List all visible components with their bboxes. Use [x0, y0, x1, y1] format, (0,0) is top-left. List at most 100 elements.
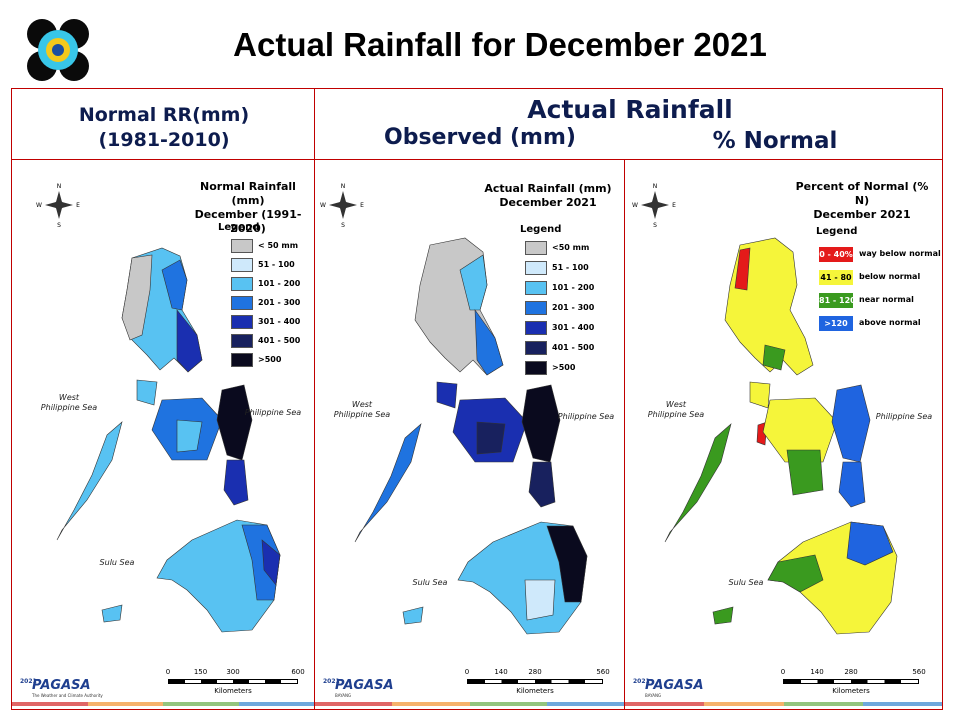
- legend-swatch: [525, 281, 547, 295]
- logo-subtitle: BAYANG: [335, 693, 352, 698]
- strip-segment: [783, 702, 863, 706]
- legend-label: 201 - 300: [552, 303, 595, 312]
- percent-normal-map: N S W E: [632, 183, 898, 635]
- sea-label-west: West Philippine Sea: [647, 400, 705, 419]
- scale-tick: 280: [528, 668, 542, 676]
- observed-map-panel: N S W E Actual Rainfall (mm) December 20…: [315, 160, 624, 708]
- scale-graphic: [783, 679, 919, 684]
- legend-title: Legend: [520, 224, 562, 235]
- sea-label-sulu: Sulu Sea: [99, 558, 135, 567]
- svg-text:W: W: [36, 202, 42, 209]
- legend-swatch: [231, 296, 253, 310]
- scale-graphic: [467, 679, 603, 684]
- color-strip: [625, 702, 942, 706]
- svg-text:N: N: [341, 183, 346, 190]
- scale-tick: 280: [844, 668, 858, 676]
- legend-label: above normal: [859, 318, 921, 327]
- compass-icon: N S W E: [36, 183, 80, 229]
- svg-text:E: E: [76, 202, 80, 209]
- map-title-line1: Normal Rainfall (mm): [200, 180, 296, 207]
- svg-text:W: W: [320, 202, 326, 209]
- strip-segment: [238, 702, 314, 706]
- svg-text:N: N: [653, 183, 658, 190]
- normal-map-panel: N S W E Normal Rainfall (mm) December (1…: [12, 160, 314, 708]
- strip-segment: [469, 702, 547, 706]
- table-frame: [11, 88, 943, 710]
- legend-label: 301 - 400: [552, 323, 595, 332]
- pagasa-logo: 2021 PAGASA BAYANG: [631, 674, 704, 702]
- legend-label: 51 - 100: [258, 260, 295, 269]
- legend-swatch: [231, 277, 253, 291]
- legend-swatch: [231, 353, 253, 367]
- scale-tick: 0: [165, 668, 171, 676]
- legend-label: 301 - 400: [258, 317, 301, 326]
- sea-label-west: West Philippine Sea: [40, 393, 98, 412]
- strip-segment: [163, 702, 239, 706]
- observed-rainfall-map: N S W E: [320, 183, 588, 635]
- map-title-line2: December 2021: [813, 208, 911, 221]
- svg-text:N: N: [57, 183, 62, 190]
- logo-subtitle: The Weather and Climate Authority: [32, 693, 103, 698]
- legend-label: below normal: [859, 272, 921, 281]
- scale-bar: 0 150 300 600 Kilometers: [165, 668, 305, 698]
- scale-unit: Kilometers: [832, 687, 870, 695]
- map-title-line1: Percent of Normal (% N): [795, 180, 929, 207]
- normal-rainfall-map: N S W E: [36, 183, 281, 633]
- legend-swatch: [525, 301, 547, 315]
- legend-swatch: [525, 241, 547, 255]
- percent-map-panel: N S W E Percent of Normal (% N) December…: [625, 160, 942, 708]
- logo-text: PAGASA: [645, 678, 704, 693]
- slide-title: Actual Rainfall for December 2021: [233, 26, 767, 63]
- color-strip: [12, 702, 314, 706]
- compass-icon: N S W E: [320, 183, 364, 229]
- strip-segment: [87, 702, 163, 706]
- scale-tick: 140: [810, 668, 824, 676]
- scale-tick: 560: [596, 668, 610, 676]
- legend-swatch: >120: [819, 316, 853, 331]
- legend-label: >500: [258, 355, 282, 364]
- logo-year: 2021: [323, 678, 340, 685]
- scale-tick: 0: [780, 668, 786, 676]
- legend-label: 401 - 500: [258, 336, 301, 345]
- legend-swatch: [525, 261, 547, 275]
- logo-year: 2021: [20, 678, 37, 685]
- strip-segment: [546, 702, 624, 706]
- scale-tick: 140: [494, 668, 508, 676]
- logo-year: 2021: [633, 678, 650, 685]
- legend-title: Legend: [218, 222, 260, 233]
- legend-swatch: [525, 321, 547, 335]
- scale-graphic: [168, 679, 298, 684]
- legend-label: 201 - 300: [258, 298, 301, 307]
- strip-segment: [392, 702, 470, 706]
- legend-swatch: [231, 315, 253, 329]
- svg-text:E: E: [672, 202, 676, 209]
- column-divider-2: [624, 159, 625, 710]
- scale-unit: Kilometers: [516, 687, 554, 695]
- legend-swatch: [231, 239, 253, 253]
- scale-tick: 0: [464, 668, 470, 676]
- legend-label: way below normal: [859, 249, 941, 258]
- scale-unit: Kilometers: [214, 687, 252, 695]
- header-divider: [11, 159, 943, 160]
- header-percent-normal: % Normal: [712, 128, 838, 154]
- logo-subtitle: BAYANG: [645, 693, 662, 698]
- svg-text:W: W: [632, 202, 638, 209]
- header-normal: Normal RR(mm): [78, 104, 250, 126]
- legend-swatch: [525, 341, 547, 355]
- header-actual-rainfall: Actual Rainfall: [527, 95, 733, 124]
- dost-logo: [27, 19, 89, 81]
- sea-label-east: Philippine Sea: [557, 412, 615, 421]
- svg-text:S: S: [57, 222, 61, 229]
- pagasa-logo: 2021 PAGASA BAYANG: [321, 674, 394, 702]
- strip-segment: [315, 702, 393, 706]
- svg-text:S: S: [341, 222, 345, 229]
- scale-bar: 0 140 280 560 Kilometers: [780, 668, 926, 698]
- scale-tick: 560: [912, 668, 926, 676]
- legend-swatch: 41 - 80: [819, 270, 853, 285]
- strip-segment: [862, 702, 942, 706]
- legend-label: 401 - 500: [552, 343, 595, 352]
- legend-label: 51 - 100: [552, 263, 589, 272]
- strip-segment: [12, 702, 88, 706]
- legend-label: >500: [552, 363, 576, 372]
- scale-bar: 0 140 280 560 Kilometers: [464, 668, 610, 698]
